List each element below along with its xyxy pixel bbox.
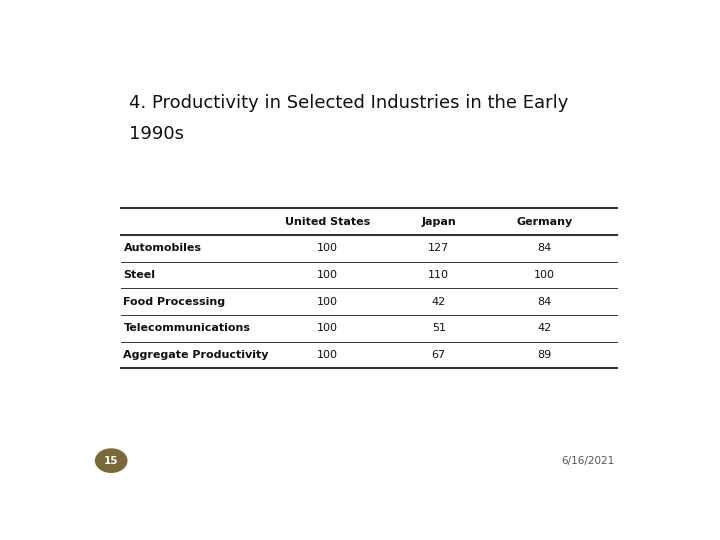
Text: Germany: Germany	[517, 217, 573, 227]
Text: 67: 67	[432, 350, 446, 360]
Text: 51: 51	[432, 323, 446, 333]
Text: 100: 100	[534, 270, 555, 280]
Text: 89: 89	[538, 350, 552, 360]
Text: 100: 100	[317, 244, 338, 253]
Text: Steel: Steel	[124, 270, 156, 280]
Text: Food Processing: Food Processing	[124, 296, 225, 307]
Text: 42: 42	[431, 296, 446, 307]
Text: 4. Productivity in Selected Industries in the Early: 4. Productivity in Selected Industries i…	[129, 94, 568, 112]
Text: 100: 100	[317, 350, 338, 360]
Text: 110: 110	[428, 270, 449, 280]
FancyBboxPatch shape	[84, 60, 654, 485]
Text: 100: 100	[317, 270, 338, 280]
Text: 100: 100	[317, 296, 338, 307]
Circle shape	[96, 449, 127, 472]
Text: Aggregate Productivity: Aggregate Productivity	[124, 350, 269, 360]
Text: 100: 100	[317, 323, 338, 333]
Text: Automobiles: Automobiles	[124, 244, 202, 253]
Text: 6/16/2021: 6/16/2021	[562, 456, 615, 465]
Text: 42: 42	[538, 323, 552, 333]
Text: Japan: Japan	[421, 217, 456, 227]
Text: 84: 84	[538, 296, 552, 307]
Text: 15: 15	[104, 456, 119, 465]
Text: United States: United States	[284, 217, 370, 227]
Text: 127: 127	[428, 244, 449, 253]
Text: 1990s: 1990s	[129, 125, 184, 143]
Text: Telecommunications: Telecommunications	[124, 323, 251, 333]
Text: 84: 84	[538, 244, 552, 253]
